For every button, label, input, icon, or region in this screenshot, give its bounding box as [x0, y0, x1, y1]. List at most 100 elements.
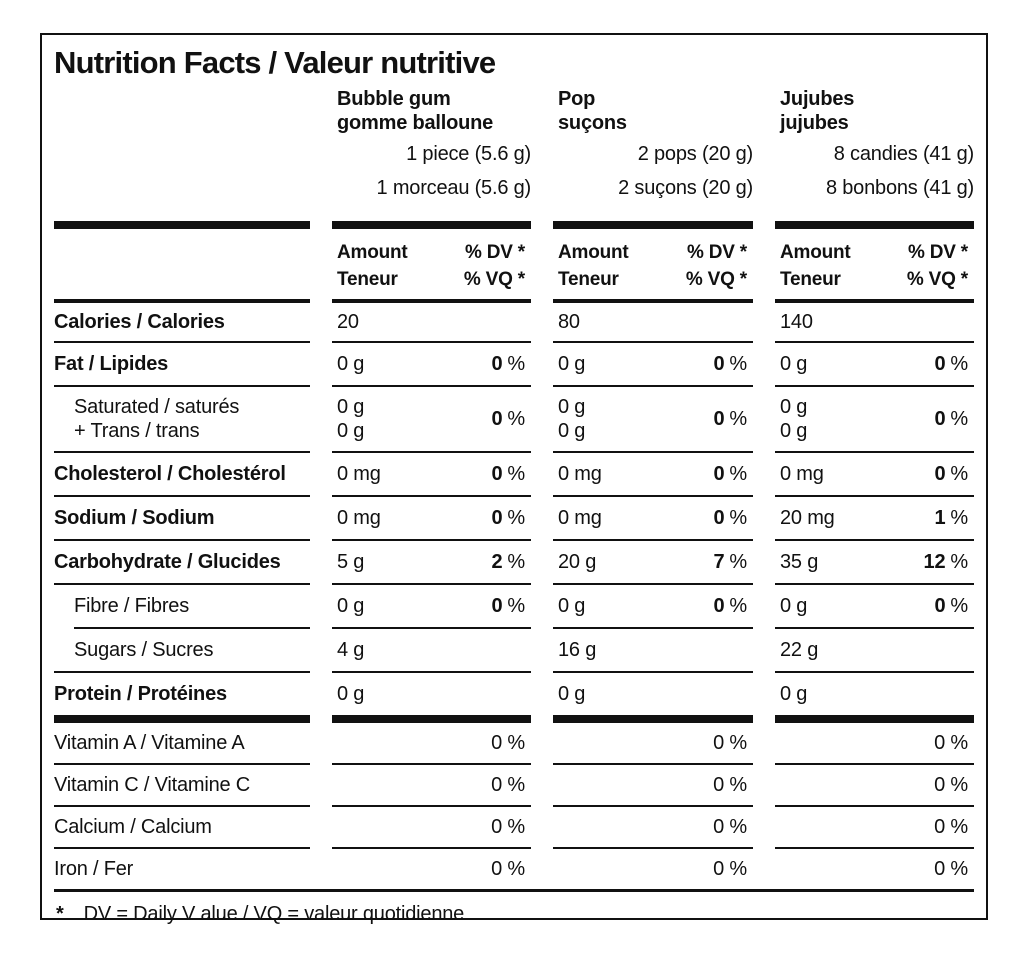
- calcium-value-jujubes: 0 %: [775, 807, 974, 847]
- carbohydrate-dv: 2%: [491, 551, 525, 573]
- saturated-dv: 0%: [491, 408, 525, 430]
- serving-size-fr: 2 suçons (20 g): [618, 177, 753, 199]
- fat-amount: 0 g: [337, 353, 365, 375]
- protein-amount: 0 g: [780, 683, 808, 705]
- thick-bar: [54, 221, 310, 229]
- footnote-divider: [54, 889, 974, 892]
- cholesterol-value-pop: 0 mg 0%: [553, 453, 753, 495]
- product-name-en: Jujubes: [780, 88, 855, 110]
- thick-bar: [553, 715, 753, 723]
- fibre-value-jujubes: 0 g 0%: [775, 585, 974, 627]
- saturated-dv: 0%: [934, 408, 968, 430]
- table-row-vitamin-a: Vitamin A / Vitamine A 0 % 0 % 0 %: [54, 723, 974, 763]
- sugars-value-bubble-gum: 4 g: [332, 629, 531, 671]
- row-label-fat: Fat / Lipides: [54, 353, 169, 375]
- sodium-amount: 0 mg: [558, 507, 602, 529]
- fat-value-jujubes: 0 g 0%: [775, 343, 974, 385]
- cholesterol-value-jujubes: 0 mg 0%: [775, 453, 974, 495]
- fat-value-bubble-gum: 0 g 0%: [332, 343, 531, 385]
- fat-dv: 0%: [491, 353, 525, 375]
- carbohydrate-dv: 7%: [713, 551, 747, 573]
- protein-amount: 0 g: [558, 683, 586, 705]
- serving-size-en: 1 piece (5.6 g): [406, 143, 531, 165]
- dv-header-fr: % VQ *: [685, 269, 747, 290]
- fat-dv: 0%: [934, 353, 968, 375]
- amount-header-fr: Teneur: [337, 269, 398, 290]
- dv-header-en: % DV *: [907, 242, 968, 263]
- row-label-cholesterol: Cholesterol / Cholestérol: [54, 463, 286, 485]
- protein-value-jujubes: 0 g: [775, 673, 974, 715]
- iron-dv: 0 %: [491, 858, 525, 880]
- sodium-value-pop: 0 mg 0%: [553, 497, 753, 539]
- footnote-asterisk: *: [56, 903, 64, 925]
- serving-size-en: 8 candies (41 g): [833, 143, 974, 165]
- sugars-amount: 4 g: [337, 639, 365, 661]
- row-label-calories: Calories / Calories: [54, 311, 225, 333]
- vitamin-c-value-pop: 0 %: [553, 765, 753, 805]
- product-name-en: Pop: [558, 88, 596, 110]
- sodium-value-jujubes: 20 mg 1%: [775, 497, 974, 539]
- title-row: Nutrition Facts / Valeur nutritive: [54, 35, 974, 87]
- sodium-amount: 0 mg: [337, 507, 381, 529]
- row-label-fibre: Fibre / Fibres: [74, 595, 190, 617]
- row-label-carbohydrate: Carbohydrate / Glucides: [54, 551, 281, 573]
- thick-bar: [54, 715, 310, 723]
- vitamin-a-dv: 0 %: [713, 732, 747, 754]
- dv-header-en: % DV *: [464, 242, 525, 263]
- fibre-value-bubble-gum: 0 g 0%: [332, 585, 531, 627]
- row-label-iron: Iron / Fer: [54, 858, 134, 880]
- iron-value-jujubes: 0 %: [775, 849, 974, 889]
- rule-row: [54, 341, 974, 343]
- product-header-row: Bubble gum gomme balloune 1 piece (5.6 g…: [54, 87, 974, 221]
- dv-header-fr: % VQ *: [906, 269, 968, 290]
- row-label-vitamin-c: Vitamin C / Vitamine C: [54, 774, 251, 796]
- calcium-dv: 0 %: [713, 816, 747, 838]
- fibre-amount: 0 g: [780, 595, 808, 617]
- table-row-calories: Calories / Calories 20 80 140: [54, 303, 974, 341]
- product-name-fr: suçons: [558, 112, 627, 134]
- row-label-sodium: Sodium / Sodium: [54, 507, 215, 529]
- rule-row: [54, 671, 974, 673]
- fat-value-pop: 0 g 0%: [553, 343, 753, 385]
- saturated-dv: 0%: [713, 408, 747, 430]
- fat-amount: 0 g: [558, 353, 586, 375]
- fibre-dv: 0%: [491, 595, 525, 617]
- fibre-amount: 0 g: [337, 595, 365, 617]
- sodium-dv: 0%: [491, 507, 525, 529]
- rule-row: [54, 847, 974, 849]
- calories-amount: 80: [558, 311, 580, 333]
- serving-size-fr: 8 bonbons (41 g): [825, 177, 974, 199]
- vitamin-a-value-jujubes: 0 %: [775, 723, 974, 763]
- column-header-bubble-gum: Amount % DV * Teneur % VQ *: [332, 239, 531, 293]
- product-pop: Pop suçons 2 pops (20 g) 2 suçons (20 g): [553, 87, 753, 221]
- sugars-amount: 16 g: [558, 639, 597, 661]
- vitamin-c-dv: 0 %: [934, 774, 968, 796]
- row-label-calcium: Calcium / Calcium: [54, 816, 212, 838]
- vitamin-a-dv: 0 %: [491, 732, 525, 754]
- carbohydrate-value-bubble-gum: 5 g 2%: [332, 541, 531, 583]
- rule-row: [54, 539, 974, 541]
- vitamin-c-dv: 0 %: [713, 774, 747, 796]
- sugars-amount: 22 g: [780, 639, 819, 661]
- row-label-saturated-trans: Saturated / saturés + Trans / trans: [54, 387, 310, 451]
- protein-amount: 0 g: [337, 683, 365, 705]
- rule-row: [54, 583, 974, 585]
- amount-header-fr: Teneur: [780, 269, 841, 290]
- calories-amount: 140: [780, 311, 813, 333]
- amount-header-fr: Teneur: [558, 269, 619, 290]
- header-thick-bar-row: [54, 221, 974, 229]
- iron-dv: 0 %: [713, 858, 747, 880]
- cholesterol-amount: 0 mg: [780, 463, 824, 485]
- sodium-dv: 1%: [934, 507, 968, 529]
- iron-value-pop: 0 %: [553, 849, 753, 889]
- trans-label: + Trans / trans: [74, 420, 200, 442]
- row-label-vitamin-a: Vitamin A / Vitamine A: [54, 732, 245, 754]
- rule-row: [54, 763, 974, 765]
- protein-value-pop: 0 g: [553, 673, 753, 715]
- product-header-spacer: [54, 87, 310, 221]
- rule-row: [54, 299, 974, 303]
